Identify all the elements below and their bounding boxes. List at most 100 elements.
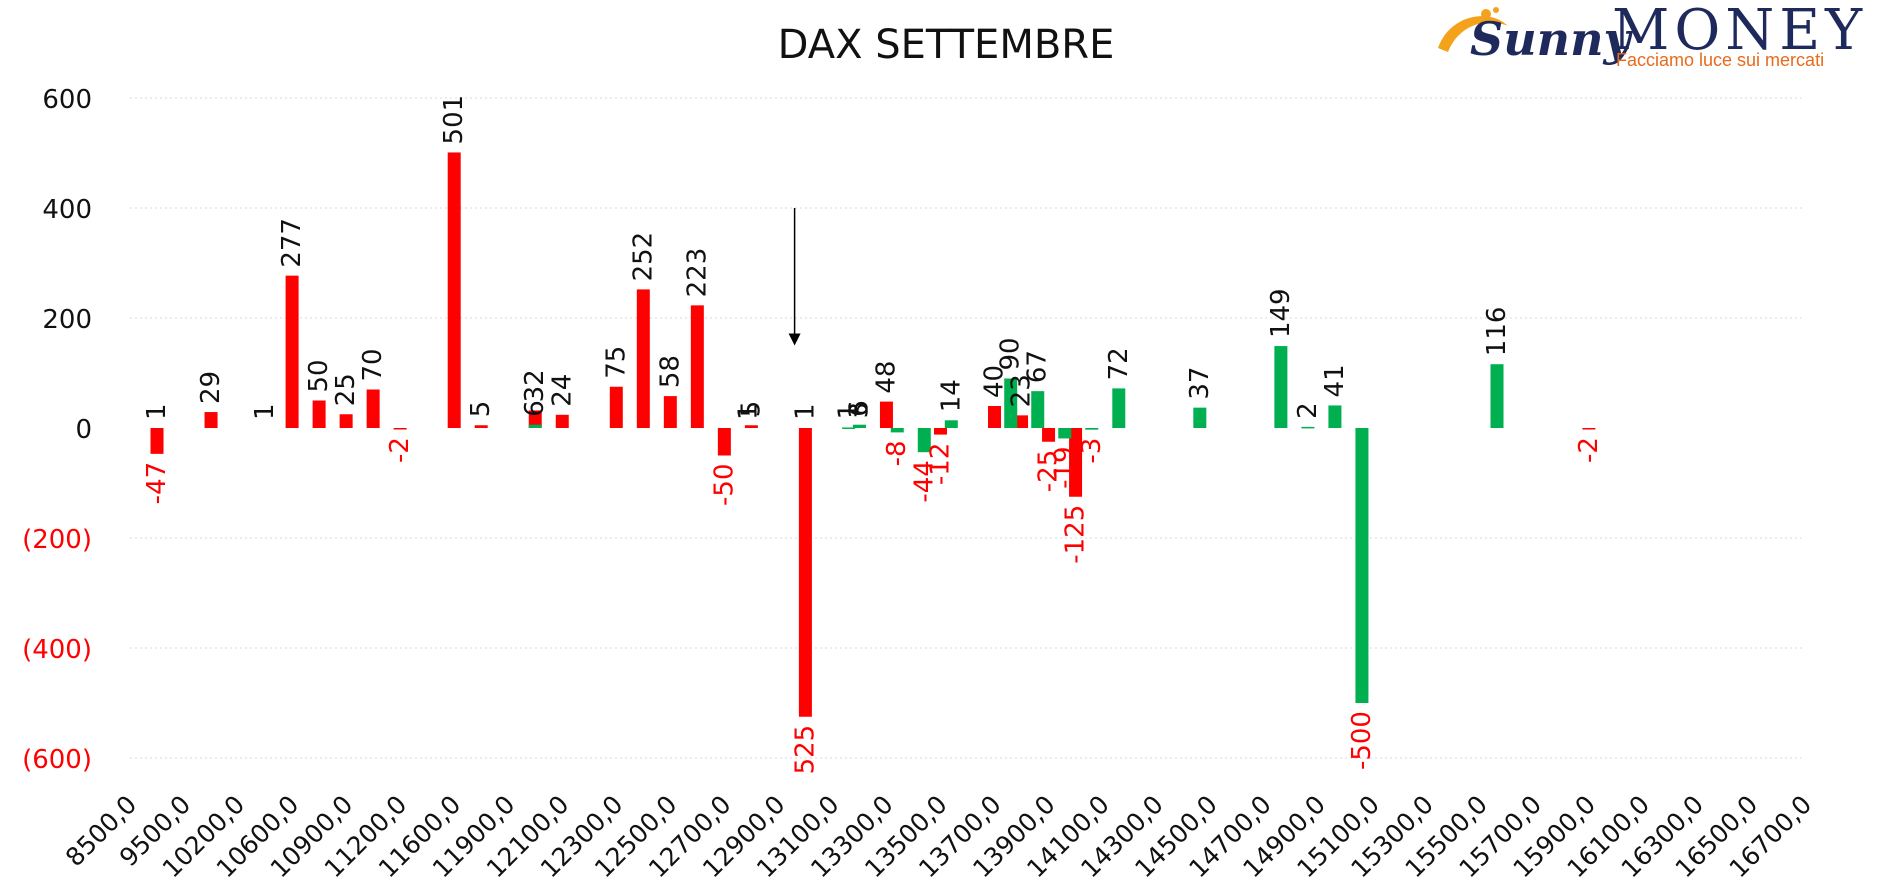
data-label: 40 <box>980 365 1010 398</box>
data-label: -19 <box>1050 446 1080 488</box>
logo-tagline: Facciamo luce sui mercati <box>1616 50 1825 70</box>
bar <box>1301 426 1315 429</box>
data-label: 72 <box>1104 347 1134 380</box>
data-label: 1 <box>790 403 820 420</box>
bar <box>1274 346 1288 428</box>
data-label: 14 <box>936 379 966 412</box>
y-tick-label: (200) <box>22 525 92 555</box>
data-label: 41 <box>1320 364 1350 397</box>
data-label: -125 <box>1061 505 1091 564</box>
bar <box>1004 378 1018 428</box>
bar <box>1015 415 1029 428</box>
bar <box>609 386 623 428</box>
bar <box>663 396 677 428</box>
data-label: 1 <box>734 403 764 420</box>
data-label: -2 <box>1574 437 1604 463</box>
data-label: -8 <box>882 440 912 466</box>
y-tick-label: 600 <box>42 85 92 115</box>
sun-icon <box>1438 7 1508 52</box>
data-label: 5 <box>466 401 496 418</box>
data-labels: -471291277502570-2501532247525258223-501… <box>142 95 1604 775</box>
bar <box>842 427 856 429</box>
data-label: 90 <box>996 337 1026 370</box>
bar <box>528 410 542 428</box>
bar <box>1031 391 1045 428</box>
data-label: 50 <box>304 359 334 392</box>
data-label: 1 <box>142 403 172 420</box>
bar <box>339 414 353 428</box>
data-label: 116 <box>1482 307 1512 357</box>
bar <box>474 425 488 428</box>
data-label: 32 <box>520 369 550 402</box>
bar <box>1042 428 1056 442</box>
data-label: -50 <box>709 464 739 506</box>
bar <box>798 428 812 717</box>
data-label: 67 <box>1023 350 1053 383</box>
data-label: -500 <box>1347 711 1377 770</box>
bar <box>852 424 866 428</box>
bar <box>933 428 947 435</box>
data-label: 223 <box>682 248 712 298</box>
data-label: 5 <box>736 401 766 418</box>
chart-title: DAX SETTEMBRE <box>777 22 1115 68</box>
bar <box>285 275 299 428</box>
data-label: 24 <box>547 374 577 407</box>
data-label: 3 <box>844 402 874 419</box>
bar <box>528 424 542 428</box>
bar <box>690 305 704 428</box>
bar <box>1355 428 1369 703</box>
data-label: 501 <box>439 95 469 145</box>
y-tick-label: (600) <box>22 745 92 775</box>
bar <box>204 412 218 428</box>
y-tick-label: 200 <box>42 305 92 335</box>
data-label: 58 <box>655 355 685 388</box>
data-label: -2 <box>385 437 415 463</box>
data-label: 2 <box>1293 402 1323 419</box>
bar <box>917 428 931 453</box>
bar <box>555 414 569 428</box>
data-label: 75 <box>601 346 631 379</box>
data-label: 29 <box>196 371 226 404</box>
data-label: 277 <box>277 218 307 268</box>
y-tick-label: (400) <box>22 635 92 665</box>
bar <box>1582 428 1596 430</box>
logo-brand-text: MONEY <box>1612 0 1868 63</box>
data-label: 23 <box>1007 374 1037 407</box>
data-label: 1 <box>250 403 280 420</box>
bar <box>744 425 758 428</box>
arrow-head <box>788 333 801 346</box>
bar <box>1490 364 1504 428</box>
data-label: -12 <box>925 443 955 485</box>
logo-script-text: Sunny <box>1470 12 1631 66</box>
bar <box>1328 405 1342 428</box>
data-label: 37 <box>1185 367 1215 400</box>
bar <box>312 400 326 428</box>
data-label: 6 <box>520 400 550 417</box>
y-tick-label: 400 <box>42 195 92 225</box>
bar <box>879 401 893 428</box>
bar <box>447 152 461 428</box>
bar <box>717 428 731 456</box>
bar <box>1069 428 1083 497</box>
bar <box>636 289 650 428</box>
bar <box>890 428 904 433</box>
grid-lines <box>130 97 1805 759</box>
y-tick-label: 0 <box>75 415 92 445</box>
data-label: 25 <box>331 373 361 406</box>
data-label: 1 <box>834 403 864 420</box>
data-label: -44 <box>909 460 939 502</box>
data-label: 149 <box>1266 288 1296 338</box>
data-label: 70 <box>358 348 388 381</box>
data-label: -47 <box>142 462 172 504</box>
bar <box>1058 428 1072 439</box>
x-axis: 8500,09500,010200,010600,010900,011200,0… <box>60 790 1817 884</box>
data-label: 48 <box>871 361 901 394</box>
annotation-arrow <box>788 208 801 346</box>
bar <box>944 420 958 428</box>
data-label: -25 <box>1034 450 1064 492</box>
bar <box>1085 428 1099 430</box>
bar <box>1193 407 1207 428</box>
bars <box>150 152 1596 717</box>
